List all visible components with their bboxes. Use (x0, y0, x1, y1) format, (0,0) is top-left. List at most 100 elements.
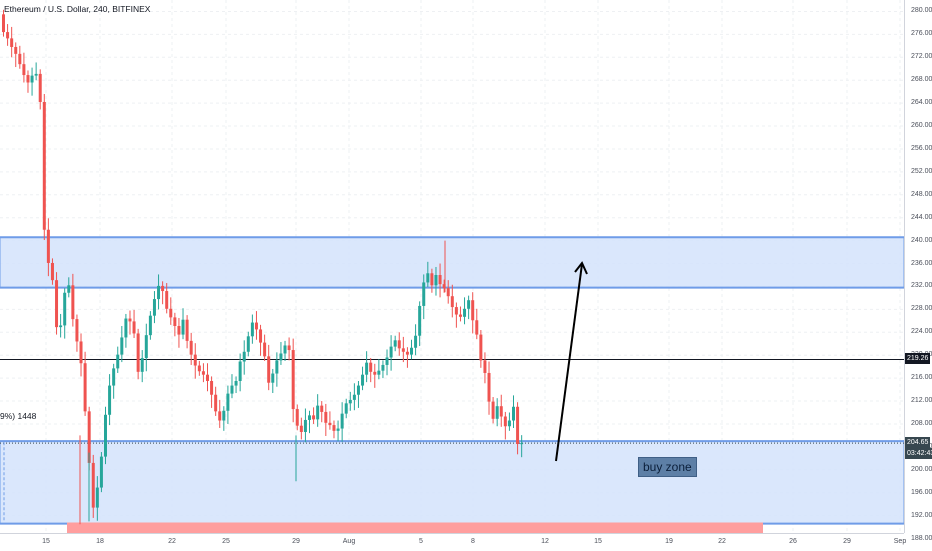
time-tick-label: 22 (718, 538, 726, 545)
candle-body (116, 354, 120, 369)
candle-body (34, 73, 38, 76)
upper-zone (0, 236, 905, 289)
candle-body (87, 411, 91, 463)
candle-body (401, 348, 405, 352)
candle-body (422, 282, 426, 306)
candle-body (393, 340, 397, 347)
candle-body (336, 428, 340, 431)
candle-body (120, 337, 124, 355)
trend-arrow-head (574, 261, 588, 275)
candle-body (259, 329, 263, 343)
candle-body (2, 14, 5, 33)
candle-body (418, 305, 422, 336)
time-tick-label: 15 (42, 538, 50, 545)
candle-body (222, 410, 226, 421)
line-price-badge: 219.26 (905, 353, 931, 365)
price-tick-label: 212.00 (911, 397, 932, 405)
candle-body (516, 406, 520, 445)
price-tick-label: 268.00 (911, 76, 932, 84)
candle-body (271, 373, 275, 383)
candle-body (405, 351, 409, 355)
buy-zone-label[interactable]: buy zone (638, 457, 697, 477)
time-axis[interactable]: 15 18 22 25 29 Aug 5 8 12 15 19 22 26 29 Sep (0, 533, 907, 551)
candle-body (161, 285, 165, 292)
time-tick-label: Sep (893, 538, 907, 545)
candle-body (124, 318, 128, 338)
price-tick-label: 244.00 (911, 213, 932, 221)
zones (0, 236, 905, 533)
candle-body (14, 46, 18, 54)
candle-body (218, 411, 222, 421)
candle-body (483, 360, 487, 373)
candle-body (295, 409, 299, 426)
candle-body (344, 403, 348, 414)
candle-body (348, 399, 352, 404)
price-tick-label: 260.00 (911, 122, 932, 130)
candle-body (365, 362, 369, 375)
candle-body (361, 374, 365, 386)
time-tick-label: 29 (843, 538, 851, 545)
candle-body (206, 374, 209, 381)
price-tick-label: 228.00 (911, 305, 932, 313)
candle-body (193, 354, 197, 366)
candle-body (22, 64, 26, 76)
candle-body (275, 360, 279, 374)
candle-body (454, 307, 458, 315)
candle-body (79, 341, 83, 364)
time-tick-label: 26 (789, 538, 797, 545)
candle-body (108, 385, 112, 415)
candle-body (152, 299, 156, 316)
candle-body (299, 425, 303, 432)
candle-body (312, 415, 316, 420)
candle-body (426, 273, 430, 283)
price-tick-label: 216.00 (911, 374, 932, 382)
candle-body (18, 53, 22, 65)
time-tick-label: 12 (541, 538, 549, 545)
candle-body (410, 347, 413, 355)
time-tick-label: 29 (292, 538, 300, 545)
candle-body (140, 358, 144, 372)
candle-body (234, 380, 238, 386)
price-tick-label: 192.00 (911, 511, 932, 519)
candle-body (173, 317, 177, 326)
candle-body (316, 405, 320, 420)
candle-body (42, 101, 46, 230)
candle-body (46, 229, 50, 263)
last-price-badge: 204.65 (905, 437, 931, 449)
indicator-label: 9%) 1448 (0, 411, 37, 421)
candle-body (189, 340, 193, 355)
price-tick-label: 276.00 (911, 30, 932, 38)
candle-body (499, 406, 503, 417)
candle-body (246, 336, 250, 352)
trend-arrow-line (555, 263, 583, 462)
candle-body (128, 318, 132, 322)
candle-body (157, 285, 161, 300)
candle-body (50, 262, 54, 281)
price-tick-label: 252.00 (911, 167, 932, 175)
price-tick-label: 272.00 (911, 53, 932, 61)
candle-body (503, 416, 507, 427)
candle-body (356, 385, 360, 395)
candle-body (214, 394, 218, 412)
candle-body (279, 353, 283, 361)
buy-zone (0, 440, 905, 525)
candle-body (491, 401, 495, 419)
candle-body (430, 273, 434, 286)
drawings (555, 261, 588, 462)
candle-body (320, 405, 324, 412)
price-tick-label: 224.00 (911, 328, 932, 336)
candle-body (324, 411, 328, 423)
candle-body (136, 333, 140, 372)
candle-body (67, 285, 71, 293)
candle-body (328, 422, 332, 426)
candle-body (201, 371, 205, 375)
symbol-title: Ethereum / U.S. Dollar, 240, BITFINEX (4, 4, 151, 14)
candle-body (450, 296, 454, 308)
candle-body (26, 75, 30, 83)
candle-body (487, 372, 491, 402)
candle-body (63, 292, 67, 326)
candle-body (99, 456, 103, 488)
time-tick-label: 25 (222, 538, 230, 545)
price-tick-label: 264.00 (911, 99, 932, 107)
